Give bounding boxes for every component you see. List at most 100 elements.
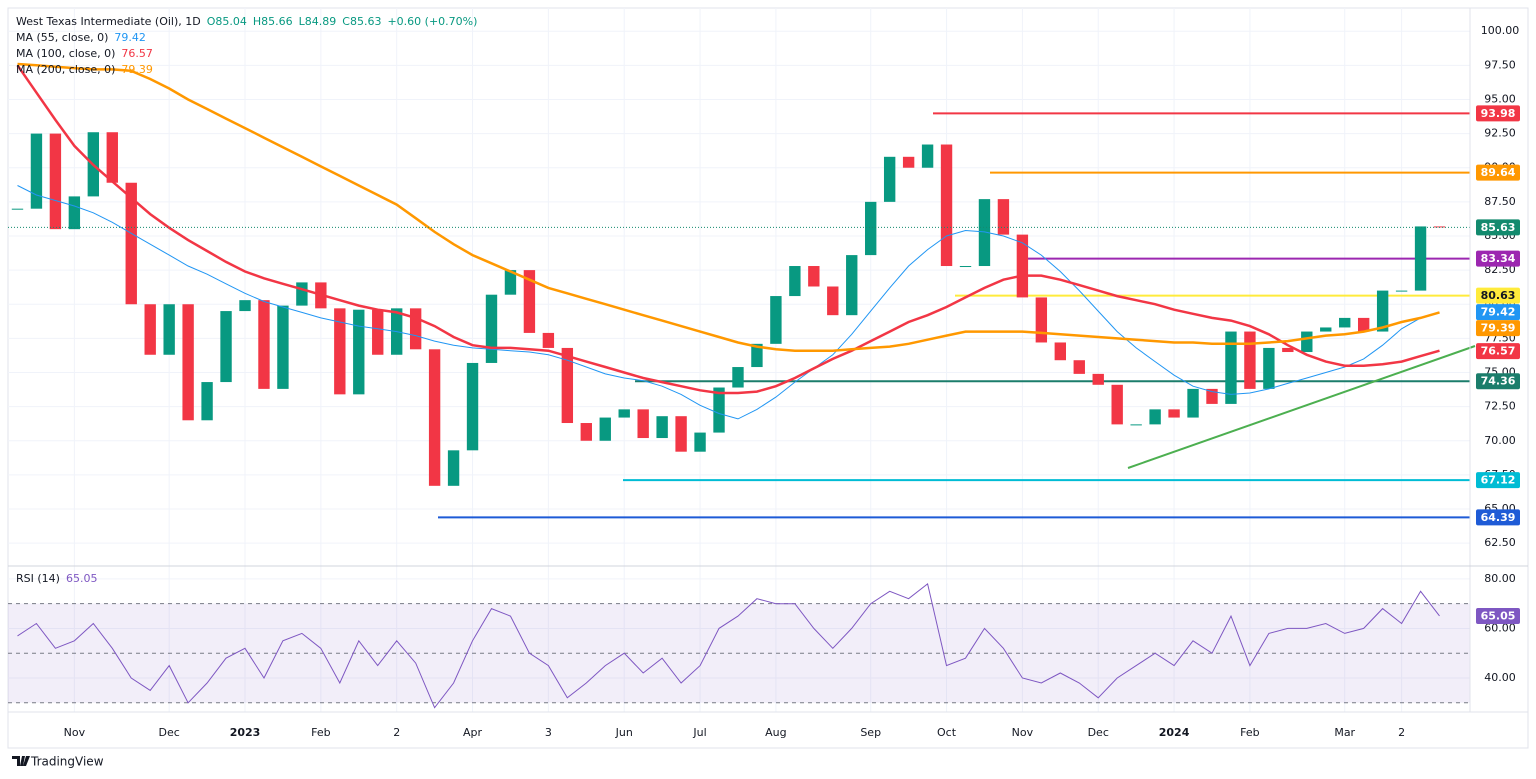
- candle: [732, 367, 744, 388]
- legend-entry[interactable]: MA (100, close, 0) 76.57: [16, 46, 483, 62]
- candle: [1225, 331, 1237, 404]
- price-badge: [1476, 373, 1520, 390]
- price-badge-label: 93.98: [1481, 107, 1516, 120]
- candle: [865, 201, 877, 256]
- candle: [296, 282, 308, 306]
- price-badge: [1476, 250, 1520, 267]
- price-badge: [1476, 343, 1520, 360]
- candle: [751, 343, 763, 368]
- candle: [409, 308, 422, 350]
- legend-name: MA (55, close, 0): [16, 31, 109, 44]
- y-tick-label: 40.00: [1484, 671, 1516, 684]
- x-tick-label: Apr: [463, 726, 483, 739]
- line: [16, 64, 1440, 395]
- x-tick-label: 2: [1398, 726, 1405, 739]
- legend-value: 79.42: [114, 31, 146, 44]
- candle: [883, 156, 896, 202]
- price-badge: [1476, 472, 1520, 489]
- candle: [125, 182, 137, 305]
- price-badge-label: 76.57: [1481, 345, 1516, 358]
- y-tick-label: 62.50: [1484, 536, 1516, 549]
- candle: [1263, 347, 1275, 389]
- price-badge: [1476, 304, 1520, 321]
- legend-entry[interactable]: MA (55, close, 0) 79.42: [16, 30, 483, 46]
- candle: [106, 132, 118, 183]
- y-tick-label: 80.00: [1484, 572, 1516, 585]
- candle: [1414, 226, 1427, 291]
- rsi-legend: RSI (14) 65.05: [16, 571, 103, 587]
- candle: [504, 270, 517, 295]
- candle: [656, 416, 668, 439]
- legend-value: 76.57: [121, 47, 153, 60]
- x-tick-label: Jun: [615, 726, 633, 739]
- candle: [580, 423, 592, 441]
- candle: [1244, 331, 1256, 389]
- candle: [1073, 360, 1085, 374]
- candle: [372, 309, 384, 355]
- legend-name: MA (200, close, 0): [16, 63, 116, 76]
- candle: [1130, 424, 1142, 426]
- candle: [182, 304, 194, 421]
- candle: [637, 409, 649, 439]
- candle: [1111, 384, 1123, 425]
- candle: [68, 196, 81, 230]
- candle: [485, 294, 498, 363]
- candle: [959, 266, 972, 268]
- y-tick-label: 72.50: [1484, 400, 1516, 413]
- ohlc-value: L84.89: [298, 15, 337, 28]
- candle: [1168, 409, 1180, 418]
- rsi-name: RSI (14): [16, 572, 60, 585]
- plot: [8, 62, 1470, 709]
- candle: [827, 286, 839, 316]
- trendline: [1127, 345, 1476, 469]
- price-badge-label: 79.42: [1481, 306, 1516, 319]
- candle: [49, 133, 62, 230]
- price-badge: [1476, 287, 1520, 304]
- legend-value: 79.39: [121, 63, 153, 76]
- x-tick-label: Dec: [159, 726, 180, 739]
- price-badge-label: 74.36: [1481, 375, 1516, 388]
- candle: [1301, 331, 1313, 353]
- line: [17, 583, 1440, 709]
- candle: [846, 255, 858, 316]
- candle: [353, 309, 365, 395]
- candle: [239, 300, 251, 312]
- candle: [523, 270, 536, 333]
- ohlc-value: C85.63: [342, 15, 382, 28]
- x-tick-label: Dec: [1088, 726, 1109, 739]
- candle: [618, 409, 630, 418]
- candle: [1339, 317, 1351, 328]
- rsi-value: 65.05: [65, 572, 98, 585]
- symbol: West Texas Intermediate (Oil), 1D: [16, 15, 201, 28]
- candle: [997, 199, 1010, 235]
- y-tick-label: 87.50: [1484, 195, 1516, 208]
- line: [17, 62, 1440, 352]
- x-tick-label: 2024: [1159, 726, 1190, 739]
- legend-entry[interactable]: MA (200, close, 0) 79.39: [16, 62, 483, 78]
- price-badge: [1476, 105, 1520, 122]
- ohlc-value: +0.60 (+0.70%): [387, 15, 478, 28]
- x-tick-label: Sep: [860, 726, 881, 739]
- candle: [1092, 373, 1104, 385]
- price-badge: [1476, 509, 1520, 526]
- price-badge-label: 80.63: [1481, 289, 1516, 302]
- candle: [1187, 388, 1199, 418]
- price-badge-label: 83.34: [1481, 252, 1516, 265]
- candle: [694, 432, 706, 452]
- x-tick-label: 3: [545, 726, 552, 739]
- candle: [1206, 388, 1218, 404]
- price-badge: [1476, 219, 1520, 236]
- line: [17, 185, 1440, 420]
- frame: [7, 7, 1529, 749]
- candle: [11, 208, 24, 210]
- x-tick-label: 2023: [230, 726, 261, 739]
- x-tick-label: 2: [393, 726, 400, 739]
- candle: [978, 199, 991, 267]
- candle: [789, 266, 801, 297]
- candle: [163, 304, 175, 355]
- candle: [561, 347, 574, 424]
- price-badge-label: 89.64: [1481, 166, 1516, 179]
- candle: [447, 450, 460, 486]
- candle: [599, 417, 611, 441]
